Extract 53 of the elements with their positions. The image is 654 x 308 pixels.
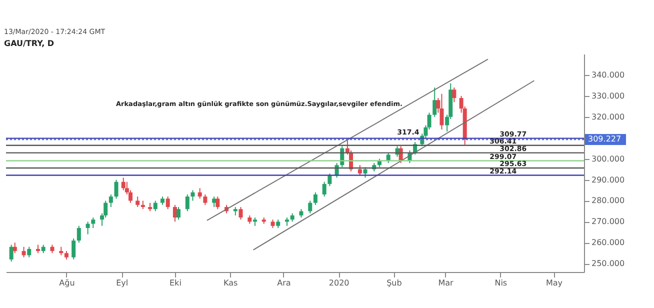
y-tick-label: 250.000 bbox=[592, 259, 625, 268]
candlestick bbox=[86, 221, 90, 235]
candlestick bbox=[452, 87, 456, 103]
x-tick-label: May bbox=[546, 278, 563, 288]
candlestick bbox=[198, 188, 202, 200]
x-tick-label: Mar bbox=[438, 278, 454, 288]
candlestick bbox=[358, 164, 362, 176]
candlestick bbox=[12, 242, 17, 254]
candlestick bbox=[27, 246, 32, 258]
candlestick bbox=[176, 206, 181, 220]
x-tick-label: Kas bbox=[223, 278, 238, 288]
candlestick bbox=[76, 225, 81, 244]
candlestick bbox=[216, 196, 220, 210]
candlestick bbox=[22, 246, 26, 258]
candlestick bbox=[136, 196, 140, 208]
x-tick-label: Eyl bbox=[116, 278, 128, 288]
x-tick-label: Nis bbox=[494, 278, 508, 288]
candlestick bbox=[328, 172, 332, 187]
candlestick bbox=[212, 196, 216, 208]
candlestick bbox=[72, 238, 76, 260]
ref-line-label: 309.227 bbox=[588, 134, 622, 144]
y-tick-label: 270.000 bbox=[592, 217, 625, 226]
candlestick bbox=[9, 244, 14, 262]
candlestick bbox=[308, 200, 312, 214]
x-tick-label: 2020 bbox=[328, 278, 350, 288]
candlestick bbox=[108, 194, 113, 208]
y-tick-label: 260.000 bbox=[592, 238, 625, 248]
x-tick-label: Şub bbox=[386, 278, 402, 288]
chart-title: GAU/TRY, D bbox=[4, 39, 54, 48]
candlestick bbox=[190, 190, 195, 202]
y-tick-label: 320.000 bbox=[592, 112, 625, 122]
candlestick bbox=[172, 204, 177, 222]
candlestick bbox=[313, 192, 318, 206]
candlestick bbox=[203, 194, 208, 206]
candlestick bbox=[440, 93, 444, 130]
candlestick bbox=[91, 217, 96, 228]
x-tick-label: Ağu bbox=[59, 278, 75, 288]
x-tick-label: Eki bbox=[169, 278, 182, 288]
y-tick-label: 330.000 bbox=[592, 91, 625, 100]
y-tick-label: 280.000 bbox=[592, 196, 625, 206]
y-tick-label: 290.000 bbox=[592, 175, 625, 184]
y-tick-label: 340.000 bbox=[592, 70, 625, 80]
candlestick bbox=[121, 177, 126, 191]
candlestick bbox=[166, 196, 170, 210]
candlestick bbox=[185, 194, 190, 212]
candlestick bbox=[238, 206, 243, 220]
y-tick-label: 300.000 bbox=[592, 154, 625, 164]
candlestick bbox=[363, 166, 368, 178]
candlestick bbox=[432, 87, 437, 118]
candlestick bbox=[114, 179, 118, 200]
candlestick bbox=[153, 200, 158, 212]
x-tick-label: Ara bbox=[277, 278, 291, 288]
candlestick bbox=[322, 181, 326, 198]
